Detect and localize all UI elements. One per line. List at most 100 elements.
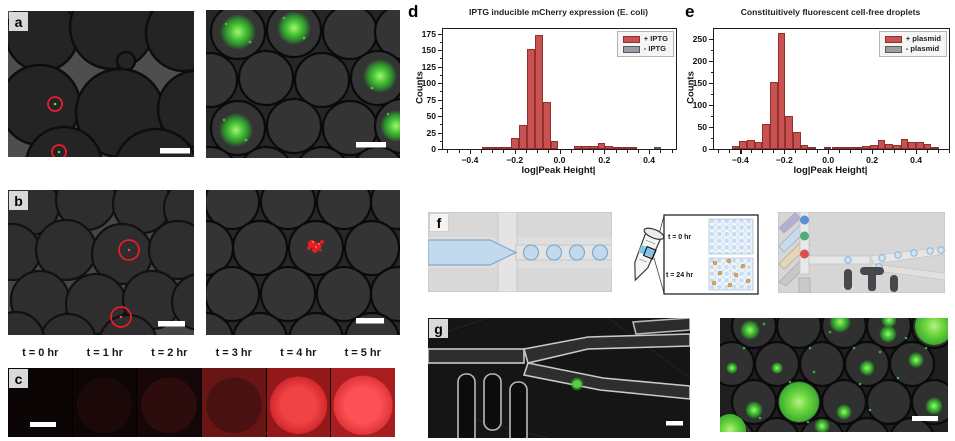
x-minor-tick <box>949 150 950 153</box>
generated-droplets <box>522 244 609 261</box>
y-major-tick <box>438 50 442 52</box>
panel-f-droplet-generator-schematic: f <box>428 212 612 292</box>
scale-bar <box>356 318 384 324</box>
histogram-bar <box>534 34 543 149</box>
x-minor-tick <box>581 150 583 153</box>
annotation-circle <box>51 144 67 157</box>
annotation-circle <box>110 306 132 328</box>
legend-label: + IPTG <box>643 34 668 43</box>
histogram-bar <box>574 145 582 149</box>
histogram-bar <box>490 147 498 149</box>
histogram-bar <box>762 123 770 149</box>
aqueous-stream <box>428 239 518 266</box>
legend-swatch-gray <box>622 45 640 53</box>
legend: + plasmid - plasmid <box>878 31 947 57</box>
y-minor-tick <box>710 71 713 73</box>
x-minor-tick <box>861 150 863 153</box>
green-droplet-marker <box>800 231 809 241</box>
y-minor-tick <box>710 93 713 95</box>
x-minor-tick <box>570 150 572 153</box>
legend-label: + plasmid <box>905 34 941 43</box>
y-minor-tick <box>439 124 442 126</box>
histogram-bar <box>893 144 901 149</box>
y-tick-label: 200 <box>692 55 707 66</box>
panel-b-label: b <box>9 191 28 210</box>
chart-title: IPTG inducible mCherry expression (E. co… <box>468 7 649 17</box>
y-tick-label: 125 <box>421 61 436 72</box>
histogram-bar <box>605 146 614 149</box>
histogram-bar <box>923 143 932 149</box>
droplets-t0-swatch <box>708 218 754 255</box>
panel-a-brightfield-image: a <box>8 11 194 157</box>
panel-c-label: c <box>9 369 28 388</box>
x-axis-label: log|Peak Height| <box>793 165 868 176</box>
histogram-bar <box>770 81 778 149</box>
histogram-bar <box>839 147 847 149</box>
x-minor-tick <box>615 150 617 153</box>
histogram-bar <box>581 145 590 149</box>
x-tick-label: 0.2 <box>598 155 611 165</box>
y-tick-label: 0 <box>702 144 707 154</box>
y-major-tick <box>438 99 442 101</box>
histogram-bar <box>900 139 909 149</box>
x-minor-tick <box>637 150 639 153</box>
legend-label: - IPTG <box>643 44 667 53</box>
x-minor-tick <box>503 150 505 153</box>
y-minor-tick <box>439 41 442 43</box>
y-major-tick <box>438 116 442 118</box>
x-tick-label: −0.4 <box>461 155 479 165</box>
x-major-tick <box>784 150 786 154</box>
x-minor-tick <box>883 150 885 153</box>
y-major-tick <box>438 149 442 151</box>
eppendorf-tube <box>634 227 665 282</box>
y-major-tick <box>709 149 713 151</box>
x-tick-label: 0.0 <box>822 155 835 165</box>
histogram-bar <box>885 143 893 149</box>
x-minor-tick <box>458 150 460 153</box>
x-minor-tick <box>671 150 673 153</box>
x-minor-tick <box>839 150 841 153</box>
legend-item: - plasmid <box>884 44 941 54</box>
x-minor-tick <box>795 150 797 153</box>
panel-f-sorter-schematic <box>778 212 945 293</box>
panel-f-incubation-schematic: t = 0 hr t = 24 hr <box>612 211 762 299</box>
panel-e-chart: e Constituitively fluorescent cell-free … <box>683 2 955 200</box>
green-fluorescence-blobs <box>219 11 400 147</box>
x-major-tick <box>872 150 874 154</box>
x-major-tick <box>916 150 918 154</box>
y-minor-tick <box>439 74 442 76</box>
panel-a-fluorescence-image <box>206 10 400 158</box>
y-major-tick <box>438 83 442 85</box>
histogram-bar <box>550 141 559 149</box>
y-tick-label: 175 <box>421 28 436 39</box>
histogram-bar <box>589 145 598 149</box>
timelapse-frame-3 <box>202 368 266 437</box>
histogram-bar <box>931 147 940 149</box>
x-minor-tick <box>729 150 731 153</box>
y-major-tick <box>438 33 442 35</box>
y-major-tick <box>709 60 713 62</box>
x-major-tick <box>469 150 472 154</box>
droplet-micrograph <box>8 190 194 335</box>
x-minor-tick <box>938 150 940 153</box>
y-tick-label: 100 <box>692 99 707 110</box>
scale-bar <box>912 416 938 421</box>
y-minor-tick <box>710 49 713 51</box>
x-major-tick <box>649 150 651 154</box>
time-label: t = 3 hr <box>215 347 252 359</box>
legend-swatch-red <box>622 35 640 43</box>
scale-bar <box>30 422 56 427</box>
histogram-bar <box>785 115 794 149</box>
panel-g-sorted-droplets-image <box>720 318 948 432</box>
x-minor-tick <box>481 150 483 153</box>
x-tick-label: −0.4 <box>731 155 749 165</box>
legend-item: + plasmid <box>884 34 941 44</box>
x-minor-tick <box>751 150 753 153</box>
histogram-bar <box>754 141 763 149</box>
timelapse-frame-1 <box>72 368 137 437</box>
red-colony-micrograph <box>206 190 400 335</box>
histogram-bar <box>621 147 629 149</box>
panel-e-label: e <box>685 2 695 21</box>
histogram-bar <box>808 146 817 149</box>
panel-g-label: g <box>429 319 448 338</box>
